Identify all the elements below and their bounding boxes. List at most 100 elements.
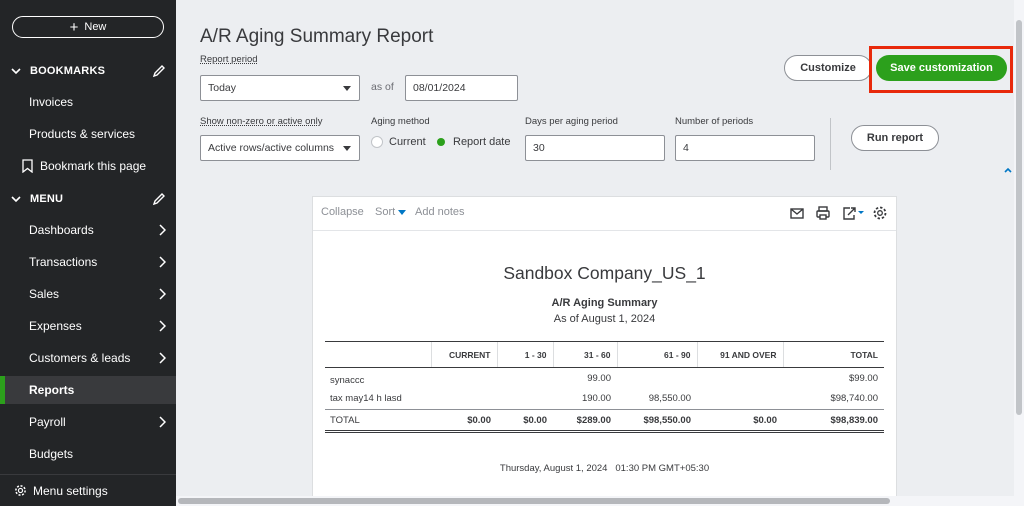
column-header[interactable]: 31 - 60: [552, 341, 617, 368]
menu-section-header[interactable]: MENU: [0, 187, 176, 211]
cell-1-30: [497, 368, 553, 389]
sidebar-item-budgets[interactable]: Budgets: [0, 440, 176, 468]
column-header[interactable]: [325, 341, 431, 368]
edit-menu-pencil-icon[interactable]: [152, 192, 166, 206]
column-header[interactable]: TOTAL: [782, 341, 884, 368]
sidebar-item-customers-leads[interactable]: Customers & leads: [0, 344, 176, 372]
menu-settings-label: Menu settings: [33, 483, 108, 498]
table-row: tax may14 h lasd 190.00 98,550.00 $98,74…: [325, 389, 884, 410]
total-1-30[interactable]: $0.00: [497, 409, 553, 433]
sidebar-item-transactions[interactable]: Transactions: [0, 248, 176, 276]
cell-61-90[interactable]: 98,550.00: [648, 393, 691, 405]
aging-current-radio[interactable]: Current: [371, 136, 426, 148]
highlight-annotation-box: [869, 46, 1013, 93]
days-per-period-label: Days per aging period: [525, 116, 618, 127]
edit-bookmarks-pencil-icon[interactable]: [152, 64, 166, 78]
horizontal-scrollbar[interactable]: [176, 496, 1014, 506]
cell-total[interactable]: $99.00: [848, 372, 878, 384]
table-header-row: CURRENT 1 - 30 31 - 60 61 - 90 91 AND OV…: [325, 341, 884, 368]
vertical-scrollbar[interactable]: [1014, 0, 1024, 506]
run-report-button[interactable]: Run report: [851, 125, 939, 151]
column-header[interactable]: 91 AND OVER: [696, 341, 783, 368]
cell-61-90: [617, 368, 697, 389]
chevron-right-icon: [159, 320, 166, 332]
collapse-link[interactable]: Collapse: [321, 206, 364, 218]
export-icon[interactable]: [841, 205, 865, 221]
sort-dropdown[interactable]: Sort: [375, 206, 406, 218]
sidebar-item-products-services[interactable]: Products & services: [0, 120, 176, 148]
chevron-down-icon: [11, 68, 21, 75]
report-period-value: Today: [208, 82, 237, 94]
chevron-right-icon: [159, 352, 166, 364]
sidebar-item-label: Sales: [29, 287, 60, 301]
chevron-right-icon: [159, 288, 166, 300]
sidebar-item-reports[interactable]: Reports: [0, 376, 176, 404]
total-current[interactable]: $0.00: [431, 409, 497, 433]
collapse-panel-chevron-up-icon[interactable]: [1002, 164, 1014, 176]
bookmarks-section-header[interactable]: BOOKMARKS: [0, 59, 176, 83]
column-header[interactable]: CURRENT: [430, 341, 497, 368]
total-row: TOTAL $0.00 $0.00 $289.00 $98,550.00 $0.…: [325, 409, 884, 433]
customer-name[interactable]: tax may14 h lasd: [330, 393, 402, 405]
company-name: Sandbox Company_US_1: [503, 263, 706, 283]
table-row: synaccc 99.00 $99.00: [325, 368, 884, 389]
aging-current-label: Current: [389, 136, 426, 148]
days-per-period-input[interactable]: 30: [525, 135, 665, 161]
number-of-periods-input[interactable]: 4: [675, 135, 815, 161]
as-of-label: as of: [371, 81, 394, 93]
cell-1-30: [497, 389, 553, 410]
caret-down-icon: [343, 146, 351, 151]
report-toolbar: Collapse Sort Add notes: [313, 197, 896, 231]
new-button[interactable]: + New: [12, 16, 164, 38]
sidebar-item-label: Products & services: [29, 127, 136, 141]
show-nonzero-select[interactable]: Active rows/active columns: [200, 135, 360, 161]
aging-report-date-radio[interactable]: Report date: [435, 136, 510, 148]
total-31-60[interactable]: $289.00: [553, 409, 617, 433]
cell-91-over: [697, 389, 783, 410]
report-subtitle: As of August 1, 2024: [553, 313, 656, 325]
email-icon[interactable]: [789, 205, 805, 221]
sidebar-item-payroll[interactable]: Payroll: [0, 408, 176, 436]
sidebar-item-label: Reports: [29, 383, 75, 397]
sidebar-item-dashboards[interactable]: Dashboards: [0, 216, 176, 244]
chevron-down-icon: [11, 196, 21, 203]
as-of-date-input[interactable]: 08/01/2024: [405, 75, 518, 101]
bookmarks-title: BOOKMARKS: [30, 65, 106, 77]
column-header[interactable]: 61 - 90: [616, 341, 697, 368]
column-header[interactable]: 1 - 30: [496, 341, 553, 368]
total-91-over[interactable]: $0.00: [697, 409, 783, 433]
aging-report-date-label: Report date: [453, 136, 511, 148]
customize-button[interactable]: Customize: [784, 55, 872, 81]
cell-31-60[interactable]: 190.00: [581, 393, 611, 405]
print-icon[interactable]: [815, 205, 831, 221]
report-timestamp: Thursday, August 1, 2024 01:30 PM GMT+05…: [499, 463, 710, 474]
radio-unchecked-icon: [371, 136, 383, 148]
cell-31-60[interactable]: 99.00: [587, 372, 611, 384]
horizontal-scrollbar-thumb[interactable]: [178, 498, 890, 504]
show-nonzero-value: Active rows/active columns: [208, 142, 335, 154]
add-notes-link[interactable]: Add notes: [415, 206, 465, 218]
sidebar-item-expenses[interactable]: Expenses: [0, 312, 176, 340]
menu-settings-button[interactable]: Menu settings: [0, 474, 176, 506]
save-customization-button[interactable]: Save customization: [876, 55, 1007, 81]
sidebar-item-label: Budgets: [29, 447, 74, 461]
vertical-scrollbar-thumb[interactable]: [1016, 20, 1022, 415]
page-title: A/R Aging Summary Report: [200, 26, 434, 47]
bookmark-icon: [22, 159, 33, 173]
report-period-select[interactable]: Today: [200, 75, 360, 101]
settings-gear-icon[interactable]: [872, 205, 888, 221]
chevron-right-icon: [159, 224, 166, 236]
report-period-label: Report period: [200, 54, 258, 65]
bookmark-this-page[interactable]: Bookmark this page: [0, 152, 176, 180]
cell-current: [431, 368, 497, 389]
total-total[interactable]: $98,839.00: [783, 409, 884, 433]
sidebar-item-sales[interactable]: Sales: [0, 280, 176, 308]
cell-total[interactable]: $98,740.00: [830, 393, 878, 405]
divider: [830, 118, 831, 170]
sidebar-item-label: Bookmark this page: [40, 159, 147, 173]
total-61-90[interactable]: $98,550.00: [617, 409, 697, 433]
sidebar-item-invoices[interactable]: Invoices: [0, 88, 176, 116]
cell-current: [431, 389, 497, 410]
sidebar-item-label: Invoices: [29, 95, 74, 109]
customer-name[interactable]: synaccc: [330, 374, 365, 386]
